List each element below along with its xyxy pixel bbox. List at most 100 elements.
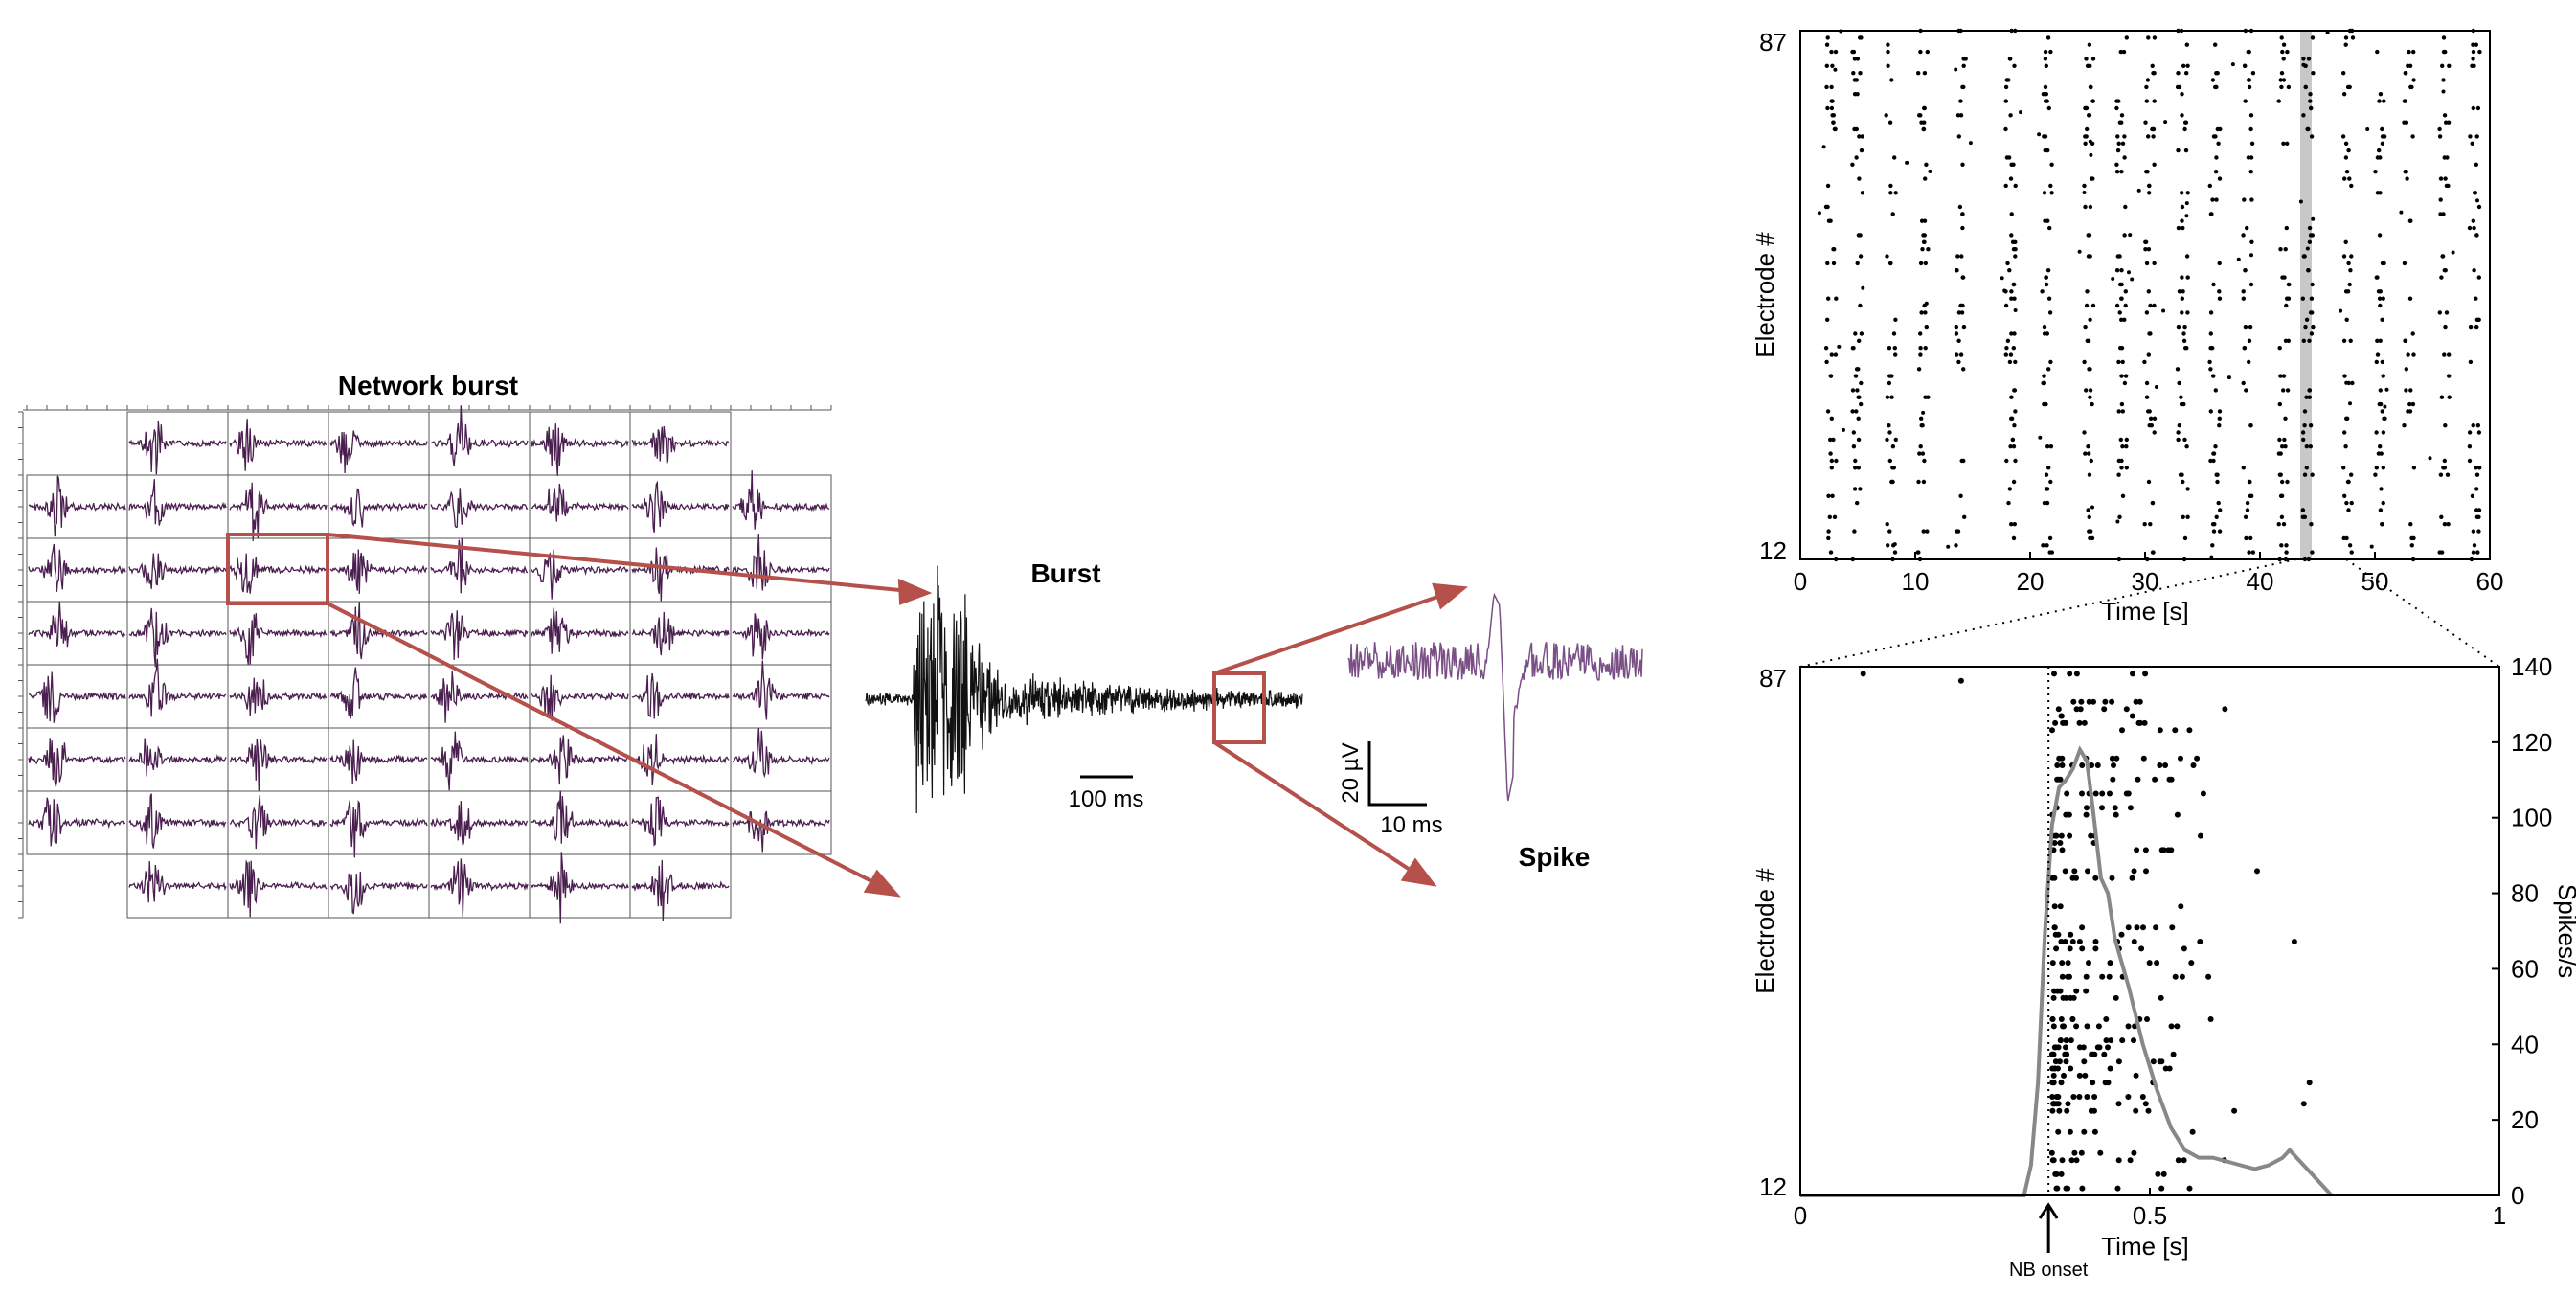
raster-spike-dot <box>2185 191 2190 195</box>
detail-spike-dot <box>2064 1107 2070 1114</box>
raster-spike-dot <box>2088 63 2092 69</box>
raster-spike-dot <box>2121 49 2127 55</box>
raster-spike-dot <box>2279 514 2285 519</box>
raster-spike-dot <box>1958 493 1963 498</box>
raster-spike-dot <box>2279 71 2285 76</box>
raster-spike-dot <box>1916 367 1922 372</box>
raster-spike-dot <box>2043 49 2048 55</box>
raster-spike-dot <box>1917 451 1922 456</box>
raster-spike-dot <box>2471 57 2475 61</box>
raster-spike-dot <box>2207 359 2212 365</box>
raster-spike-dot <box>2218 508 2223 512</box>
raster-spike-dot <box>2013 254 2018 259</box>
detail-spike-dot <box>2114 1185 2121 1192</box>
raster-spike-dot <box>2285 479 2290 485</box>
raster-spike-dot <box>1954 268 1959 273</box>
raster-spike-dot <box>2440 63 2445 69</box>
raster-spike-dot <box>2210 197 2215 202</box>
raster-spike-dot <box>1919 416 1924 421</box>
raster-spike-dot <box>1854 155 1859 160</box>
raster-spike-dot <box>2211 134 2217 139</box>
electrode-trace <box>732 613 830 660</box>
raster-spike-dot <box>2090 57 2096 61</box>
raster-spike-dot <box>2411 78 2416 82</box>
raster-spike-dot <box>2136 188 2141 193</box>
detail-spike-dot <box>2059 762 2066 768</box>
raster-spike-dot <box>2212 522 2217 527</box>
raster-spike-dot <box>2281 374 2287 378</box>
detail-spike-dot <box>2069 1016 2076 1022</box>
raster-spike-dot <box>1850 162 1855 167</box>
detail-spike-dot <box>2053 1101 2060 1107</box>
raster-spike-dot <box>2122 233 2127 238</box>
raster-spike-dot <box>2403 338 2408 343</box>
raster-spike-dot <box>2144 261 2150 266</box>
detail-spike-dot <box>2200 790 2206 797</box>
raster-spike-dot <box>2442 458 2447 464</box>
selected-spike-box <box>1212 671 1266 744</box>
raster-spike-dot <box>1887 120 1893 125</box>
raster-spike-dot <box>2045 268 2051 273</box>
raster-spike-dot <box>2043 148 2047 153</box>
raster-spike-dot <box>2083 141 2088 146</box>
raster-spike-dot <box>1922 233 1928 238</box>
detail-spike-dot <box>2139 1094 2146 1100</box>
detail-spike-dot <box>2062 868 2068 875</box>
raster-spike-dot <box>2437 550 2442 555</box>
electrode-trace <box>329 549 428 594</box>
detail-spike-dot <box>2129 875 2135 881</box>
raster-spike-dot <box>2143 120 2148 125</box>
electrode-trace <box>28 601 126 648</box>
detail-spike-dot <box>2054 1094 2061 1100</box>
raster-spike-dot <box>2214 514 2219 519</box>
detail-spike-dot <box>2130 671 2135 677</box>
detail-spike-dot <box>2063 1058 2069 1065</box>
raster-spike-dot <box>2043 57 2048 61</box>
raster-spike-dot <box>1916 71 1921 76</box>
raster-spike-dot <box>2249 493 2254 498</box>
raster-spike-dot <box>2285 141 2290 146</box>
raster-spike-dot <box>2122 380 2128 386</box>
raster-spike-dot <box>2048 359 2053 365</box>
raster-spike-dot <box>1853 466 1858 470</box>
raster-spike-dot <box>2309 134 2315 139</box>
detail-spike-dot <box>2168 847 2175 853</box>
raster-spike-dot <box>2474 487 2479 491</box>
detail-spike-dot <box>2131 868 2137 875</box>
raster-spike-dot <box>2184 214 2189 218</box>
raster-spike-dot <box>2286 296 2292 301</box>
detail-spike-dot <box>2125 1023 2132 1030</box>
raster-spike-dot <box>2243 63 2248 69</box>
raster-spike-dot <box>2011 535 2017 541</box>
raster-spike-dot <box>1828 218 1833 223</box>
detail-spike-dot <box>2079 790 2085 797</box>
raster-spike-dot <box>2215 479 2220 485</box>
raster-spike-dot <box>2147 331 2152 336</box>
raster-spike-dot <box>1853 374 1859 378</box>
raster-spike-dot <box>2241 380 2246 386</box>
onset-label: NB onset <box>2009 1260 2089 1281</box>
raster-spike-dot <box>2341 254 2347 259</box>
raster-spike-dot <box>2343 239 2348 244</box>
raster-spike-dot <box>2087 42 2092 47</box>
raster-spike-dot <box>2006 500 2011 506</box>
detail-x-label: Time [s] <box>2101 1232 2188 1261</box>
detail-spike-dot <box>2053 1185 2060 1192</box>
detail-spike-dot <box>2073 988 2080 994</box>
detail-spike-dot <box>2067 671 2073 677</box>
electrode-cell <box>629 853 732 919</box>
raster-spike-dot <box>2402 120 2407 125</box>
raster-spike-dot <box>2347 543 2353 548</box>
raster-spike-dot <box>2444 310 2450 315</box>
electrode-trace <box>229 795 328 850</box>
raster-spike-dot <box>2045 35 2051 40</box>
raster-spike-dot <box>2407 296 2413 301</box>
raster-spike-dot <box>1885 254 1889 259</box>
raster-spike-dot <box>2437 134 2443 139</box>
raster-spike-dot <box>2090 99 2095 103</box>
raster-spike-dot <box>2089 152 2093 157</box>
raster-spike-dot <box>1960 84 1965 90</box>
detail-y-tick-bottom: 12 <box>1759 1172 1787 1201</box>
detail-spike-dot <box>2140 755 2147 762</box>
detail-spike-dot <box>2106 973 2113 980</box>
